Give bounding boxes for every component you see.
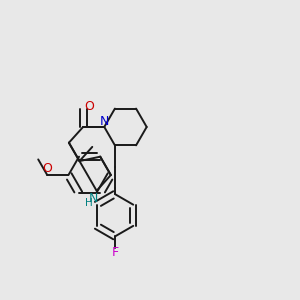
- Text: O: O: [84, 100, 94, 113]
- Text: H: H: [85, 198, 92, 208]
- Text: N: N: [88, 192, 98, 205]
- Text: N: N: [100, 115, 109, 128]
- Text: O: O: [43, 162, 52, 175]
- Text: F: F: [111, 246, 118, 260]
